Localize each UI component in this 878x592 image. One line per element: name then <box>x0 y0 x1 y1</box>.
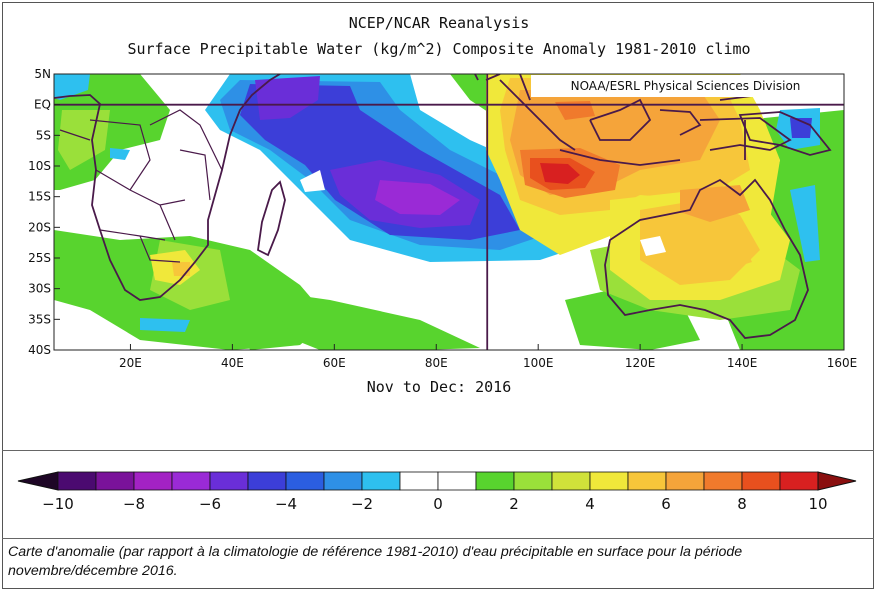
australia-coastline <box>604 178 809 339</box>
map-title: NCEP/NCAR Reanalysis <box>348 14 530 32</box>
lat-label: 40S <box>28 343 51 357</box>
colorbar-swatch <box>513 471 553 491</box>
lon-label: 100E <box>523 356 554 370</box>
latitude-labels: 5N EQ 5S 10S 15S 20S 25S 30S 35S 40S <box>28 67 60 357</box>
colorbar-swatch <box>475 471 515 491</box>
divider <box>2 450 874 451</box>
sri-lanka-coastline <box>474 74 479 81</box>
colorbar-swatch <box>133 471 173 491</box>
colorbar-tick-label: 8 <box>737 495 747 513</box>
figure-caption: Carte d'anomalie (par rapport à la clima… <box>8 544 743 579</box>
colorbar: −10 −8 −6 −4 −2 0 2 4 6 8 10 <box>17 471 857 513</box>
colorbar-swatch <box>741 471 781 491</box>
negative-anomaly-west-africa <box>54 74 820 332</box>
africa-coastline <box>54 74 281 301</box>
colorbar-min-arrow <box>17 471 59 491</box>
colorbar-tick-label: −4 <box>275 495 297 513</box>
colorbar-swatch <box>361 471 401 491</box>
colorbar-swatch <box>95 471 135 491</box>
colorbar-tick-label: −10 <box>42 495 74 513</box>
colorbar-swatch <box>323 471 363 491</box>
colorbar-swatch <box>589 471 629 491</box>
lat-label: 5S <box>36 128 51 142</box>
colorbar-tick-label: 10 <box>808 495 827 513</box>
lat-label: 15S <box>28 190 51 204</box>
lon-label: 120E <box>625 356 656 370</box>
country-borders <box>59 109 223 263</box>
new-guinea-coastline <box>738 111 832 156</box>
colorbar-tick-label: −8 <box>123 495 145 513</box>
colorbar-swatch <box>57 471 97 491</box>
negative-anomaly-indian-ocean <box>205 74 570 262</box>
period-label: Nov to Dec: 2016 <box>366 378 512 396</box>
divider <box>2 538 874 539</box>
colorbar-tick-label: 2 <box>509 495 519 513</box>
positive-anomaly-northern-australia <box>150 185 790 300</box>
colorbar-swatch <box>779 471 819 491</box>
longitude-labels: 20E 40E 60E 80E 100E 120E 140E 160E <box>119 344 857 370</box>
map-subtitle: Surface Precipitable Water (kg/m^2) Comp… <box>127 40 751 58</box>
colorbar-swatch <box>209 471 249 491</box>
map-border <box>53 73 845 351</box>
coastlines <box>54 74 832 339</box>
colorbar-swatch <box>399 471 439 491</box>
lon-label: 20E <box>119 356 142 370</box>
colorbar-swatch <box>627 471 667 491</box>
lon-label: 60E <box>323 356 346 370</box>
colorbar-max-arrow <box>817 471 857 491</box>
colorbar-swatch <box>551 471 591 491</box>
near-zero-anomaly <box>118 170 666 256</box>
weak-positive-anomaly <box>54 74 844 350</box>
lat-label: 30S <box>28 282 51 296</box>
madagascar-coastline <box>257 180 286 257</box>
colorbar-tick-label: −2 <box>351 495 373 513</box>
colorbar-tick-label: 6 <box>661 495 671 513</box>
colorbar-tick-label: −6 <box>199 495 221 513</box>
lon-label: 40E <box>221 356 244 370</box>
colorbar-swatch <box>665 471 705 491</box>
lat-label: 5N <box>34 67 51 81</box>
lon-label: 160E <box>827 356 858 370</box>
lat-label: 35S <box>28 312 51 326</box>
colorbar-swatch <box>247 471 287 491</box>
colorbar-tick-label: 0 <box>433 495 443 513</box>
colorbar-tick-label: 4 <box>585 495 595 513</box>
lat-label: 25S <box>28 251 51 265</box>
credit-label: NOAA/ESRL Physical Sciences Division <box>531 75 840 97</box>
lon-label: 80E <box>425 356 448 370</box>
colorbar-swatch <box>285 471 325 491</box>
lat-label: EQ <box>34 98 51 112</box>
colorbar-swatch <box>437 471 477 491</box>
colorbar-swatch <box>703 471 743 491</box>
lat-label: 10S <box>28 159 51 173</box>
lat-label: 20S <box>28 220 51 234</box>
lon-label: 140E <box>727 356 758 370</box>
colorbar-swatch <box>171 471 211 491</box>
